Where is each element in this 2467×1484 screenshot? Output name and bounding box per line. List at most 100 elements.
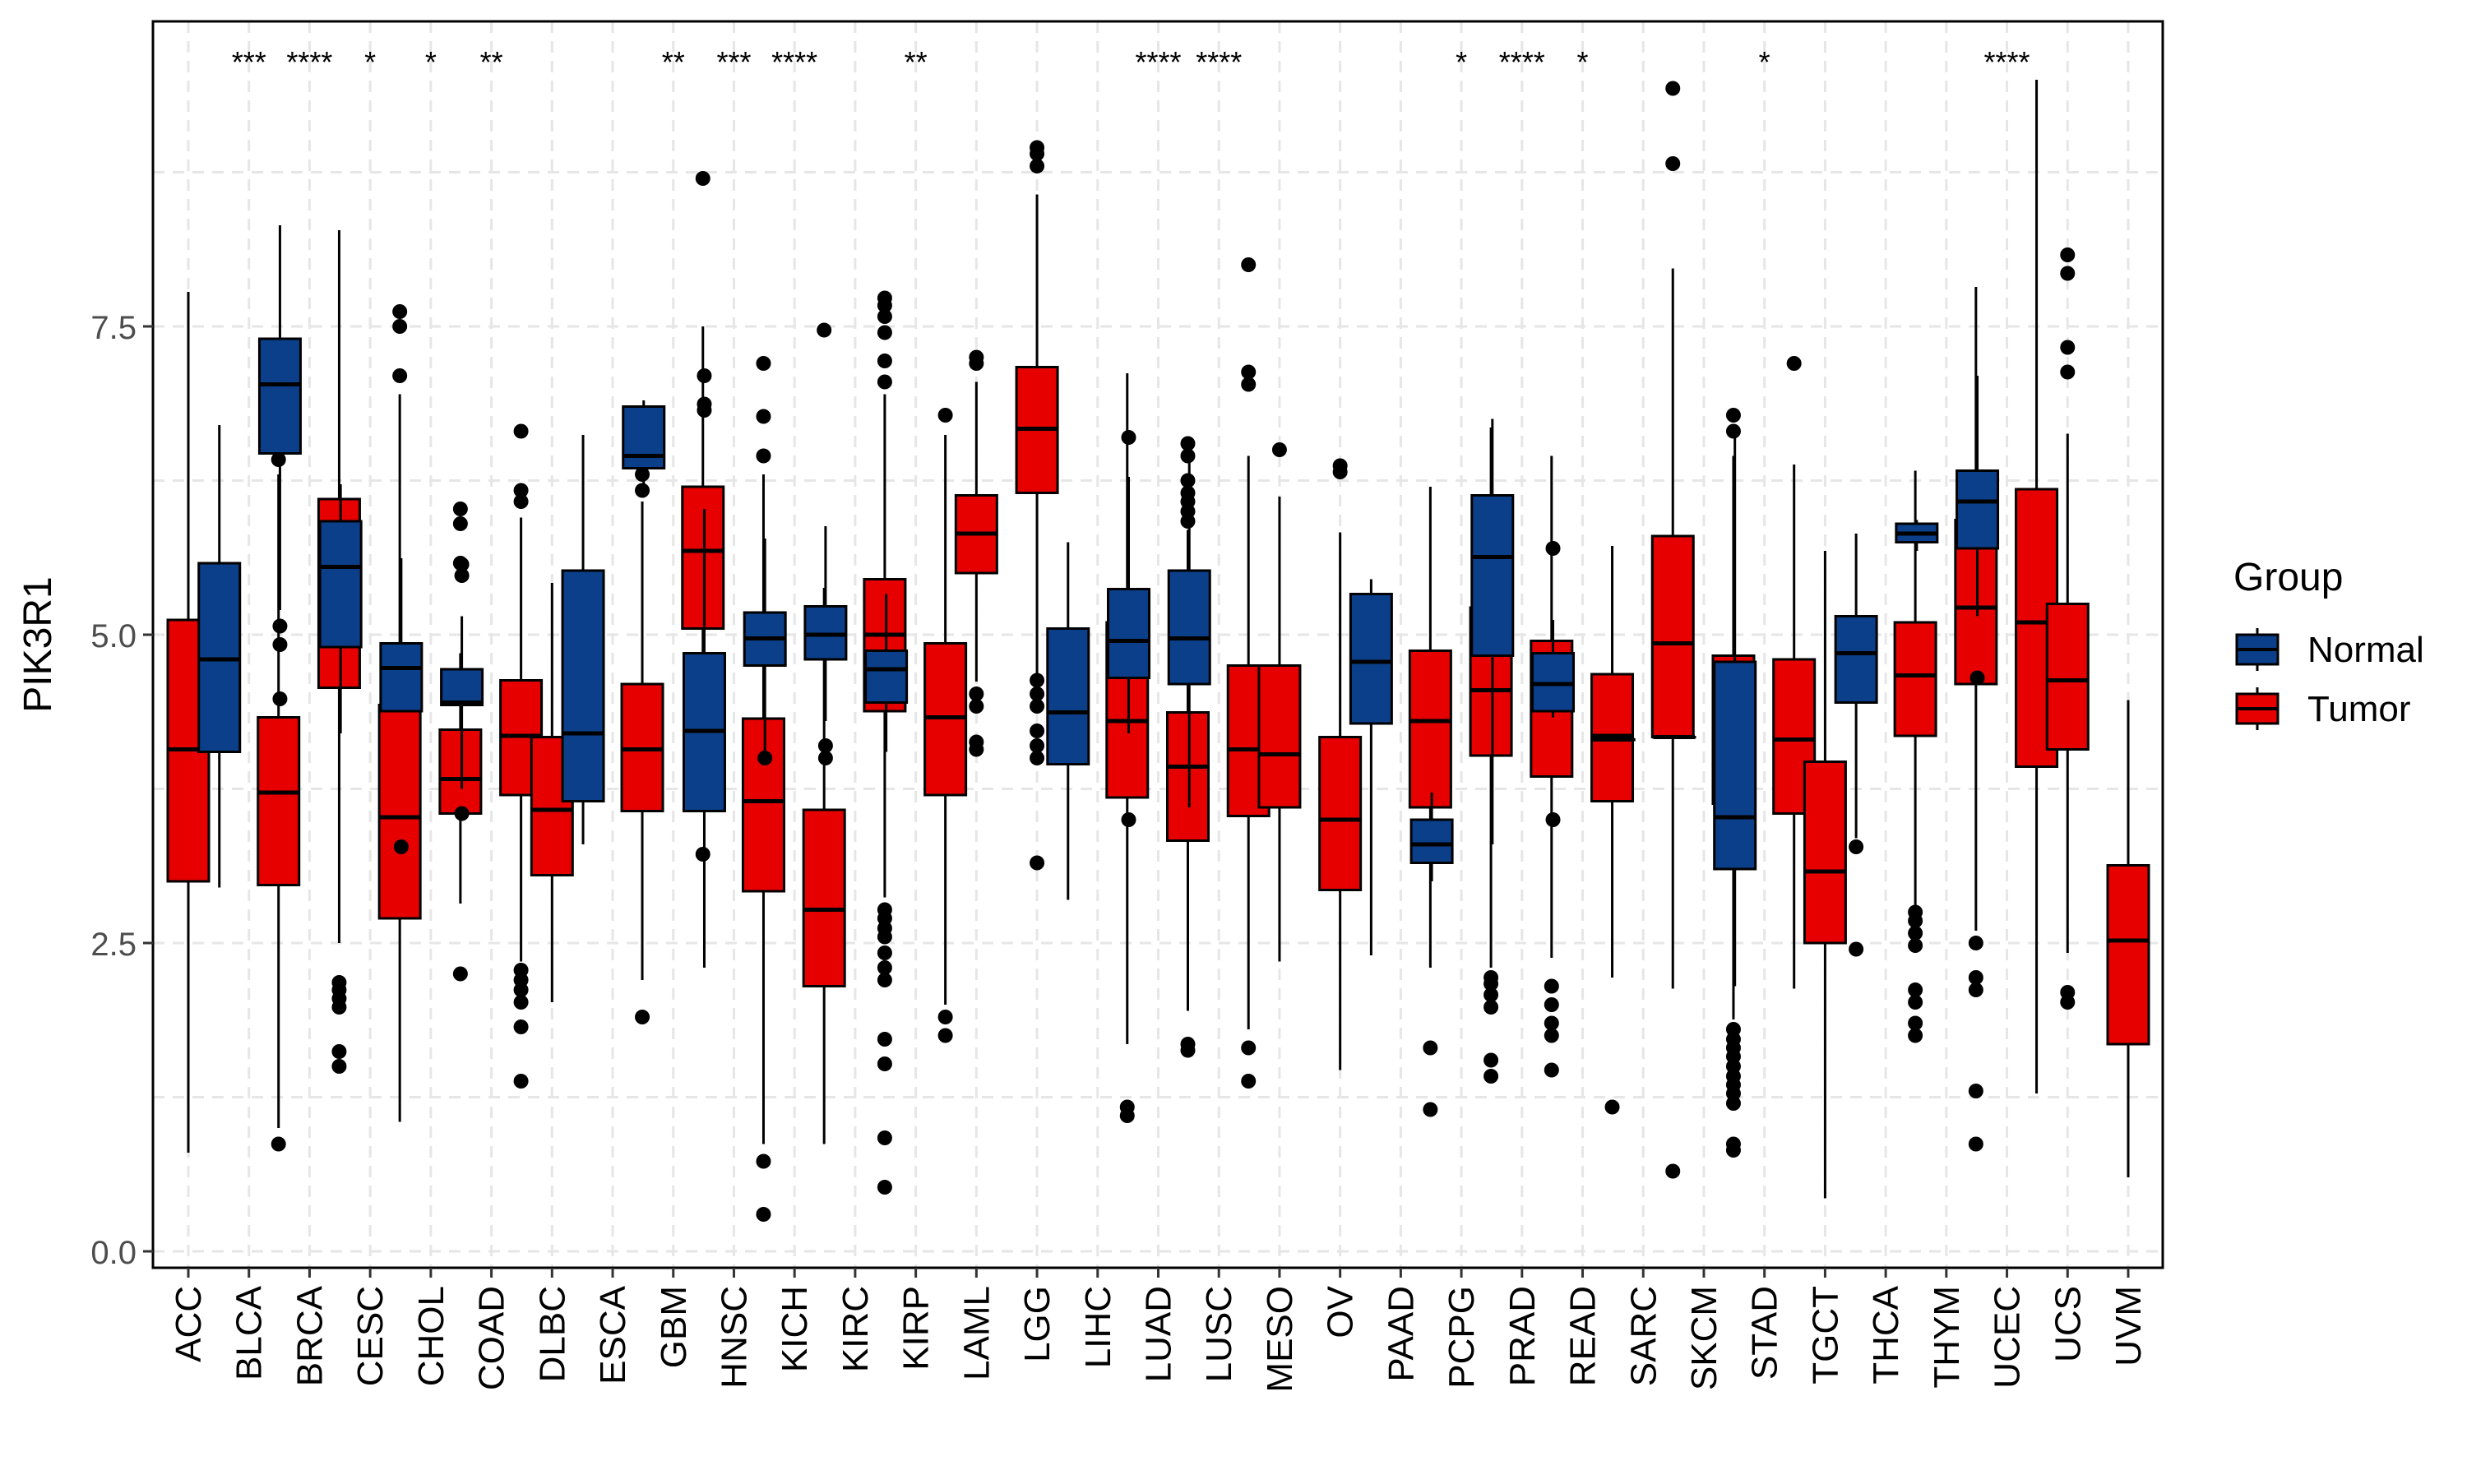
outlier-point [635, 467, 650, 482]
outlier-point [1483, 1000, 1499, 1015]
box-lusc-normal [1167, 462, 1211, 807]
outlier-point [1849, 839, 1864, 854]
outlier-point [1423, 1040, 1438, 1056]
outlier-point [877, 1180, 892, 1195]
outlier-point [1483, 970, 1499, 985]
box-coad-normal [440, 557, 484, 821]
significance-label: *** [716, 45, 751, 79]
outlier-point [392, 319, 408, 334]
box-esca-tumor [620, 423, 664, 1024]
significance-label: * [425, 45, 437, 79]
outlier-point [1968, 936, 1983, 950]
outlier-point [1180, 473, 1196, 488]
x-tick-label: PRAD [1502, 1286, 1543, 1386]
box-cesc-tumor [377, 304, 422, 1122]
legend-title: Group [2233, 556, 2343, 599]
outlier-point [454, 806, 470, 821]
outlier-point [1180, 436, 1196, 451]
outlier-point [877, 309, 892, 324]
outlier-point [1180, 485, 1196, 501]
legend-entry-tumor: Tumor [2235, 687, 2411, 730]
outlier-point [1030, 699, 1045, 714]
outlier-point [1665, 156, 1681, 171]
box-pcpg-normal [1409, 793, 1454, 881]
box-sarc-normal [1591, 737, 1636, 742]
box-ucec-normal [1956, 376, 2000, 686]
outlier-point [452, 516, 468, 531]
x-tick-label: KIRC [835, 1286, 876, 1372]
outlier-point [1030, 673, 1045, 688]
x-tick-label: DLBC [532, 1286, 572, 1382]
outlier-point [392, 304, 408, 319]
outlier-point [1849, 941, 1864, 957]
box-body [681, 485, 725, 630]
box-paad-tumor [1408, 487, 1452, 1117]
outlier-point [272, 618, 288, 634]
box-paad-normal [1349, 579, 1393, 955]
box-hnsc-normal [682, 368, 726, 968]
outlier-point [1119, 1099, 1135, 1115]
outlier-point [2060, 364, 2076, 380]
legend: Group Normal Tumor [2233, 556, 2424, 730]
box-ov-tumor [1318, 458, 1363, 1070]
outlier-point [1544, 1062, 1559, 1078]
box-body [2045, 603, 2090, 751]
outlier-point [1030, 724, 1045, 738]
x-tick-label: HNSC [714, 1286, 754, 1389]
box-dlbc-tumor [530, 583, 574, 1002]
significance-label: **** [286, 45, 332, 79]
outlier-point [817, 322, 832, 338]
outlier-point [331, 1059, 347, 1074]
box-thym-normal [1895, 520, 1939, 551]
outlier-point [1241, 257, 1257, 272]
outlier-point [1544, 1015, 1559, 1031]
outlier-point [635, 1010, 650, 1024]
box-luad-normal [1107, 430, 1150, 827]
box-body [1803, 760, 1847, 945]
outlier-point [877, 325, 892, 340]
box-body [1409, 818, 1454, 864]
box-body [1713, 660, 1757, 871]
box-body [1772, 658, 1817, 815]
outlier-point [513, 494, 529, 509]
outlier-point [817, 751, 833, 765]
outlier-point [1332, 458, 1348, 474]
box-body [1167, 569, 1211, 686]
outlier-point [1544, 997, 1559, 1012]
significance-label: * [364, 45, 376, 79]
box-thca-normal [1834, 534, 1878, 957]
outlier-point [1545, 812, 1561, 827]
outlier-point [513, 963, 529, 978]
outlier-point [272, 691, 288, 706]
outlier-point [2060, 985, 2076, 1000]
x-tick-label: TGCT [1805, 1286, 1845, 1385]
box-body [1046, 627, 1090, 765]
box-body [1318, 736, 1363, 891]
outlier-point [513, 423, 529, 439]
box-body [1650, 534, 1695, 738]
outlier-point [1030, 140, 1045, 155]
outlier-point [1121, 430, 1136, 445]
x-tick-label: PAAD [1381, 1286, 1421, 1382]
outlier-point [1725, 1136, 1741, 1152]
outlier-point [877, 1032, 892, 1047]
box-lihc-normal [1046, 542, 1090, 900]
x-tick-label: READ [1563, 1286, 1604, 1386]
box-body [802, 808, 846, 987]
outlier-point [1545, 541, 1561, 556]
outlier-point [1483, 1052, 1499, 1068]
box-laml-tumor [954, 349, 998, 757]
outlier-point [877, 973, 892, 987]
x-tick-label: LAML [956, 1286, 997, 1380]
box-blca-normal [197, 425, 242, 888]
box-body [864, 650, 909, 704]
x-tick-label: ESCA [593, 1285, 633, 1384]
outlier-point [1665, 81, 1681, 96]
box-lgg-tumor [1015, 140, 1059, 871]
x-tick-label: UVM [2108, 1286, 2149, 1366]
box-tgct-tumor [1803, 551, 1847, 1199]
outlier-point [1908, 904, 1923, 920]
significance-label: **** [1196, 45, 1242, 79]
outlier-point [697, 396, 712, 412]
